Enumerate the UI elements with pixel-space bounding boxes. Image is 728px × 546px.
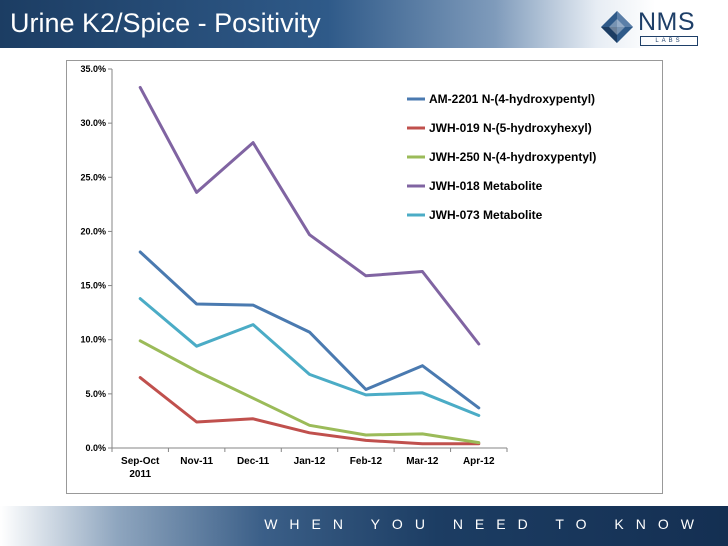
- legend-label: JWH-018 Metabolite: [429, 179, 543, 193]
- legend-label: JWH-073 Metabolite: [429, 208, 543, 222]
- y-tick-label: 20.0%: [80, 226, 106, 236]
- logo-name: NMS: [638, 8, 696, 36]
- series-line-4: [138, 85, 481, 346]
- x-tick-label: Mar-12: [406, 456, 439, 467]
- series-line-2: [138, 376, 481, 446]
- x-tick-label: Sep-Oct: [121, 456, 160, 467]
- chart-frame: 0.0% 5.0% 10.0% 15.0% 20.0% 25.0% 30.0% 35.0% Se…: [66, 60, 663, 494]
- series-line-1: [138, 250, 481, 410]
- slide-title: Urine K2/Spice - Positivity: [10, 8, 321, 38]
- x-tick-label: Nov-11: [180, 456, 213, 467]
- y-tick-label: 10.0%: [80, 335, 106, 345]
- series-line-5: [138, 297, 481, 417]
- slide-footer: WHEN YOU NEED TO KNOW: [0, 506, 728, 546]
- line-chart: 0.0% 5.0% 10.0% 15.0% 20.0% 25.0% 30.0% 35.0% Se…: [80, 64, 596, 480]
- footer-tagline: WHEN YOU NEED TO KNOW: [264, 516, 706, 532]
- logo-sub: LABS: [640, 36, 698, 46]
- y-tick-label: 35.0%: [80, 64, 106, 74]
- y-tick-label: 0.0%: [85, 443, 106, 453]
- diamond-logo-icon: [601, 11, 633, 43]
- y-tick-label: 5.0%: [85, 389, 106, 399]
- x-tick-label: Feb-12: [350, 456, 383, 467]
- series-line-3: [138, 339, 481, 445]
- x-tick-label: Apr-12: [463, 456, 495, 467]
- x-tick-label: Dec-11: [237, 456, 270, 467]
- y-tick-label: 25.0%: [80, 172, 106, 182]
- x-tick-label: 2011: [129, 469, 151, 480]
- y-tick-label: 30.0%: [80, 118, 106, 128]
- y-tick-label: 15.0%: [80, 281, 106, 291]
- legend-label: JWH-250 N-(4-hydroxypentyl): [429, 150, 596, 164]
- legend-label: AM-2201 N-(4-hydroxypentyl): [429, 92, 595, 106]
- legend-label: JWH-019 N-(5-hydroxyhexyl): [429, 121, 592, 135]
- nms-labs-logo: NMS LABS: [600, 8, 710, 48]
- x-tick-label: Jan-12: [294, 456, 326, 467]
